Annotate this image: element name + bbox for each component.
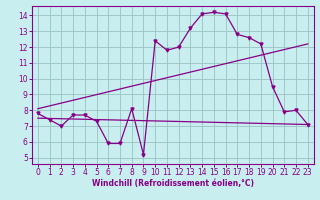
X-axis label: Windchill (Refroidissement éolien,°C): Windchill (Refroidissement éolien,°C): [92, 179, 254, 188]
